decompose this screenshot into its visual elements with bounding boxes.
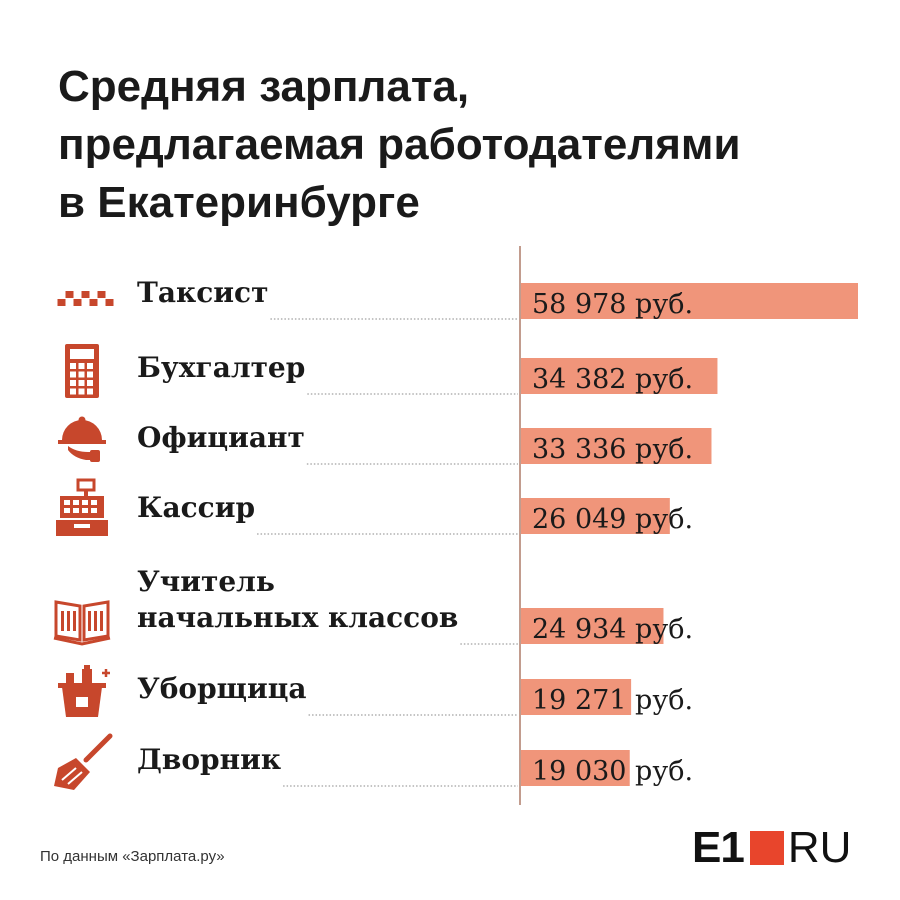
value-label: 34 382 руб.: [532, 364, 693, 395]
category-label: Учитель: [137, 565, 275, 598]
bar: [521, 608, 664, 644]
bar: [521, 498, 670, 534]
category-label: Кассир: [137, 491, 255, 524]
open-book-icon: [53, 600, 111, 646]
source-note: По данным «Зарплата.ру»: [40, 848, 225, 865]
category-label: Дворник: [137, 743, 281, 776]
category-label: Официант: [137, 421, 305, 454]
logo-suffix: RU: [787, 823, 852, 872]
cleaning-bucket-icon: [58, 665, 110, 717]
cash-register-icon: [56, 478, 108, 536]
bar: [521, 358, 718, 394]
cloche-icon: [58, 416, 106, 462]
value-label: 33 336 руб.: [532, 434, 693, 465]
bar: [521, 679, 632, 715]
value-label: 26 049 руб.: [532, 504, 693, 535]
taxi-checker-icon: [57, 291, 114, 306]
title-line: предлагаемая работодателями: [58, 120, 741, 169]
category-label: Таксист: [137, 276, 268, 309]
logo-square-icon: [749, 831, 784, 865]
e1-logo: E1 RU: [692, 826, 851, 870]
title-line: в Екатеринбурге: [58, 178, 420, 227]
category-label: начальных классов: [137, 601, 458, 634]
bar: [521, 750, 630, 786]
value-label: 19 030 руб.: [532, 756, 693, 787]
bar: [521, 283, 858, 319]
value-label: 24 934 руб.: [532, 614, 693, 645]
logo-main: E1: [692, 823, 745, 872]
category-label: Уборщица: [137, 672, 307, 705]
title-line: Средняя зарплата,: [58, 62, 470, 111]
chart-title: Средняя зарплата, предлагаемая работодат…: [58, 58, 858, 232]
broom-icon: [54, 733, 113, 790]
value-label: 19 271 руб.: [532, 685, 693, 716]
value-label: 58 978 руб.: [532, 289, 693, 320]
bar: [521, 428, 712, 464]
calculator-icon: [65, 344, 99, 398]
category-label: Бухгалтер: [137, 351, 305, 384]
